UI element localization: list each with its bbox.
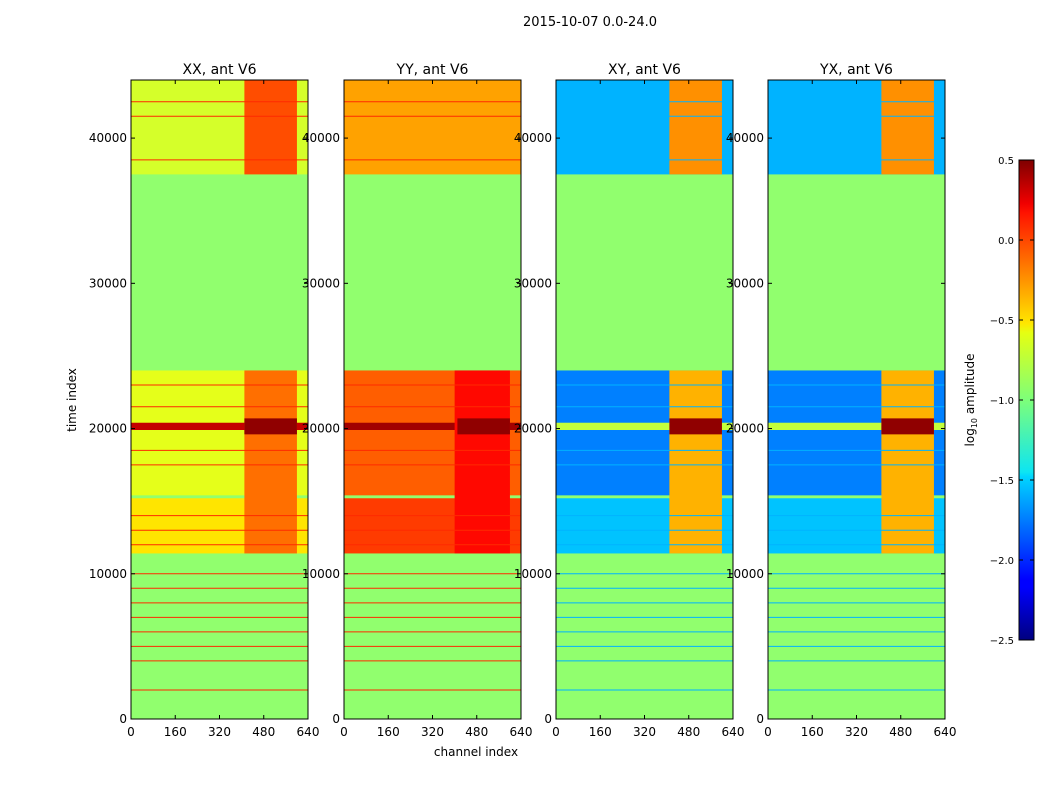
panel-1: XX, ant V6 0 160 320 480 640 0 10000 20000 30000 4… — [89, 62, 320, 739]
colorbar-tick-label: 0.0 — [998, 236, 1014, 247]
x-tick-label: 640 — [934, 725, 957, 739]
data-band — [881, 370, 934, 554]
data-band — [244, 80, 297, 175]
panel-title: YX, ant V6 — [819, 62, 893, 78]
data-band — [344, 422, 521, 430]
y-tick-label: 40000 — [726, 131, 764, 145]
y-tick-label: 30000 — [726, 276, 764, 290]
panel-4: YX, ant V6 0 160 320 480 640 0 10000 20000 30000 4… — [726, 62, 957, 739]
x-tick-label: 0 — [764, 725, 772, 739]
x-tick-label: 0 — [340, 725, 348, 739]
colorbar-label-main: log — [963, 428, 977, 446]
colorbar-tick-label: −1.5 — [990, 476, 1014, 487]
x-tick-label: 160 — [801, 725, 824, 739]
x-tick-label: 480 — [677, 725, 700, 739]
y-tick-label: 40000 — [514, 131, 552, 145]
x-tick-label: 160 — [164, 725, 187, 739]
colorbar: 0.5 0.0 −0.5 −1.0 −1.5 −2.0 −2.5 log10 amplitu… — [963, 156, 1035, 647]
x-tick-label: 320 — [633, 725, 656, 739]
panel-title: XX, ant V6 — [183, 62, 257, 78]
data-band — [244, 418, 297, 435]
colorbar-tick-label: −0.5 — [990, 316, 1014, 327]
x-tick-label: 0 — [127, 725, 135, 739]
x-tick-label: 160 — [377, 725, 400, 739]
data-band — [669, 370, 722, 554]
x-tick-label: 480 — [252, 725, 275, 739]
panel-title: YY, ant V6 — [396, 62, 469, 78]
data-band — [669, 418, 722, 435]
colorbar-label-sub: 10 — [970, 418, 979, 428]
colorbar-label-rest: amplitude — [963, 354, 977, 418]
figure-title: 2015-10-07 0.0-24.0 — [523, 15, 657, 30]
x-tick-label: 320 — [845, 725, 868, 739]
y-axis-label: time index — [65, 368, 79, 432]
y-tick-label: 10000 — [302, 567, 340, 581]
colorbar-ticks: 0.5 0.0 −0.5 −1.0 −1.5 −2.0 −2.5 — [990, 156, 1034, 647]
y-tick-label: 10000 — [89, 567, 127, 581]
data-band — [669, 80, 722, 175]
y-tick-label: 0 — [332, 712, 340, 726]
colorbar-label: log10 amplitude — [963, 354, 979, 447]
colorbar-tick-label: 0.5 — [998, 156, 1014, 167]
x-tick-label: 640 — [510, 725, 533, 739]
colorbar-tick-label: −1.0 — [990, 396, 1014, 407]
data-band — [881, 80, 934, 175]
y-tick-label: 30000 — [89, 276, 127, 290]
x-tick-label: 480 — [465, 725, 488, 739]
y-tick-label: 20000 — [89, 422, 127, 436]
data-band — [454, 370, 510, 554]
x-tick-label: 320 — [208, 725, 231, 739]
y-tick-label: 20000 — [302, 422, 340, 436]
y-tick-label: 0 — [119, 712, 127, 726]
x-tick-label: 640 — [722, 725, 745, 739]
y-tick-label: 10000 — [726, 567, 764, 581]
colorbar-tick-label: −2.5 — [990, 636, 1014, 647]
data-band — [556, 422, 733, 430]
y-tick-label: 0 — [756, 712, 764, 726]
x-tick-label: 320 — [421, 725, 444, 739]
y-tick-label: 40000 — [302, 131, 340, 145]
y-tick-label: 0 — [544, 712, 552, 726]
panel-title: XY, ant V6 — [608, 62, 681, 78]
panel-2: YY, ant V6 0 160 320 480 640 0 10000 20000 30000 4… — [302, 62, 533, 739]
y-tick-label: 20000 — [514, 422, 552, 436]
panel-3: XY, ant V6 0 160 320 480 640 0 10000 20000 30000 4… — [514, 62, 745, 739]
x-tick-label: 480 — [889, 725, 912, 739]
data-band — [768, 422, 945, 430]
data-band — [244, 370, 297, 554]
data-band — [881, 418, 934, 435]
y-tick-label: 40000 — [89, 131, 127, 145]
y-tick-label: 10000 — [514, 567, 552, 581]
x-tick-label: 640 — [297, 725, 320, 739]
heatmap-panels: XX, ant V6 0 160 320 480 640 0 10000 20000 30000 4… — [89, 62, 957, 739]
y-tick-label: 20000 — [726, 422, 764, 436]
colorbar-tick-label: −2.0 — [990, 556, 1014, 567]
data-band — [457, 418, 510, 435]
x-axis-label: channel index — [434, 745, 518, 759]
x-tick-label: 0 — [552, 725, 560, 739]
x-tick-label: 160 — [589, 725, 612, 739]
y-tick-label: 30000 — [302, 276, 340, 290]
y-tick-label: 30000 — [514, 276, 552, 290]
data-band — [131, 422, 308, 430]
data-band — [344, 80, 521, 175]
